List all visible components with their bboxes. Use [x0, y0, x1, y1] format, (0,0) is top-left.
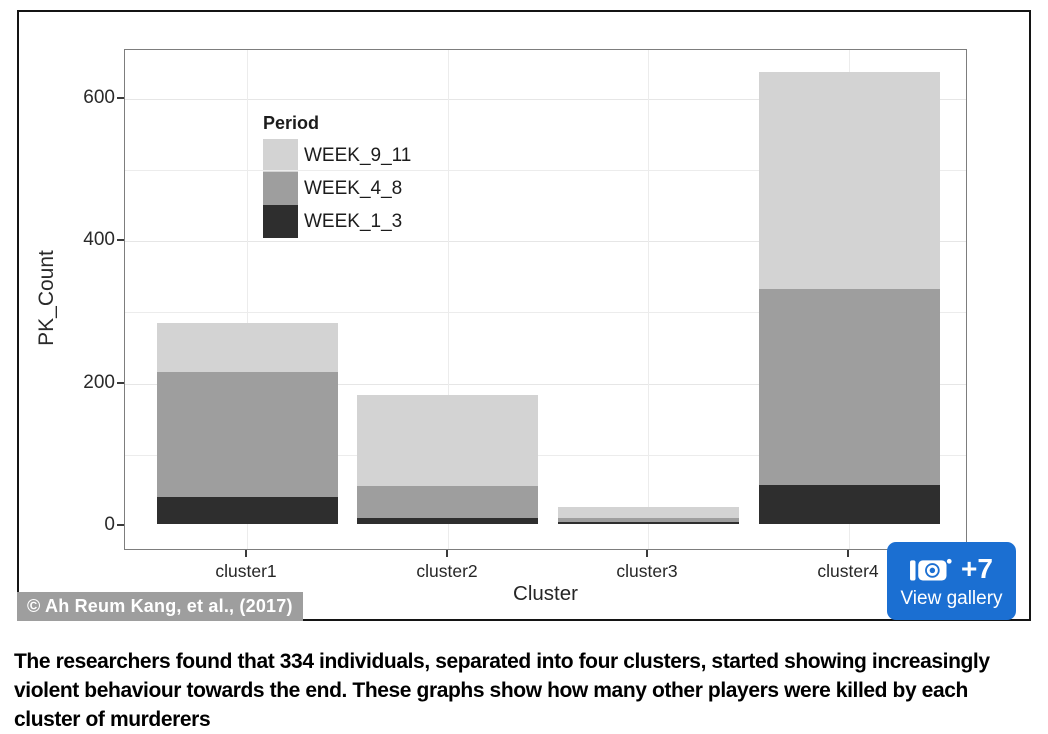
x-tick-mark-cluster1 — [245, 550, 247, 557]
legend-swatch-WEEK_1_3 — [263, 205, 298, 238]
y-tick-mark-400 — [117, 239, 124, 242]
gridline-y-400 — [125, 241, 966, 243]
legend-row-WEEK_1_3: WEEK_1_3 — [263, 205, 411, 238]
bar-segment-cluster4-WEEK_1_3 — [759, 484, 940, 524]
y-tick-label-400: 400 — [83, 229, 115, 251]
camera-icon — [910, 558, 952, 580]
bar-segment-cluster1-WEEK_4_8 — [157, 372, 338, 497]
bar-segment-cluster4-WEEK_4_8 — [759, 289, 940, 485]
gridline-x-cluster3 — [648, 50, 649, 549]
legend-swatch-WEEK_4_8 — [263, 172, 298, 205]
plot-panel: Period WEEK_9_11 WEEK_4_8 WEEK_1_3 — [124, 49, 967, 550]
gridline-y-100 — [125, 454, 966, 456]
bar-segment-cluster1-WEEK_1_3 — [157, 496, 338, 524]
y-tick-mark-0 — [117, 524, 124, 526]
y-tick-mark-600 — [117, 96, 124, 99]
y-tick-label-200: 200 — [83, 371, 115, 393]
bar-segment-cluster3-WEEK_4_8 — [558, 518, 739, 522]
gallery-count: +7 — [961, 553, 993, 584]
credit-badge: © Ah Reum Kang, et al., (2017) — [17, 592, 303, 621]
legend-label-WEEK_4_8: WEEK_4_8 — [304, 177, 403, 199]
bar-segment-cluster2-WEEK_4_8 — [357, 486, 538, 519]
y-tick-label-600: 600 — [83, 86, 115, 108]
legend-row-WEEK_4_8: WEEK_4_8 — [263, 172, 411, 205]
gridline-y-500 — [125, 170, 966, 172]
x-tick-label-cluster4: cluster4 — [817, 561, 879, 581]
legend-label-WEEK_9_11: WEEK_9_11 — [304, 144, 412, 166]
bar-segment-cluster3-WEEK_9_11 — [558, 506, 739, 519]
x-tick-label-cluster3: cluster3 — [616, 561, 678, 581]
figure-image: PK_Count Period WEEK_9_11 WEEK_4_8 WEEK_1_… — [17, 10, 1031, 621]
bar-segment-cluster1-WEEK_9_11 — [157, 322, 338, 373]
x-axis-title: Cluster — [513, 582, 578, 605]
bar-segment-cluster3-WEEK_1_3 — [558, 521, 739, 524]
gridline-y-300 — [125, 312, 966, 314]
x-tick-label-cluster1: cluster1 — [215, 561, 277, 581]
bar-segment-cluster2-WEEK_9_11 — [357, 395, 538, 487]
legend-items: WEEK_9_11 WEEK_4_8 WEEK_1_3 — [263, 139, 411, 238]
caption: The researchers found that 334 individua… — [14, 650, 990, 731]
legend-row-WEEK_9_11: WEEK_9_11 — [263, 139, 411, 172]
bar-segment-cluster4-WEEK_9_11 — [759, 72, 940, 290]
legend-title: Period — [263, 113, 320, 133]
y-tick-mark-200 — [117, 381, 124, 384]
legend-label-WEEK_1_3: WEEK_1_3 — [304, 210, 403, 232]
gridline-y-200 — [125, 383, 966, 385]
gridline-x-cluster2 — [448, 50, 449, 549]
view-gallery-button[interactable]: +7 View gallery — [887, 542, 1016, 620]
legend: Period WEEK_9_11 WEEK_4_8 WEEK_1_3 — [263, 113, 411, 238]
gridline-y-600 — [125, 98, 966, 100]
bar-segment-cluster2-WEEK_1_3 — [357, 518, 538, 524]
x-tick-mark-cluster3 — [646, 550, 648, 557]
legend-swatch-WEEK_9_11 — [263, 139, 298, 172]
gridline-x-cluster1 — [247, 50, 248, 549]
x-tick-label-cluster2: cluster2 — [416, 561, 478, 581]
x-tick-mark-cluster4 — [847, 550, 849, 557]
gallery-action-label: View gallery — [900, 587, 1003, 609]
y-axis-title: PK_Count — [35, 250, 58, 346]
x-tick-mark-cluster2 — [446, 550, 448, 557]
gallery-button-top-row: +7 — [910, 554, 993, 585]
y-tick-label-0: 0 — [104, 514, 115, 535]
